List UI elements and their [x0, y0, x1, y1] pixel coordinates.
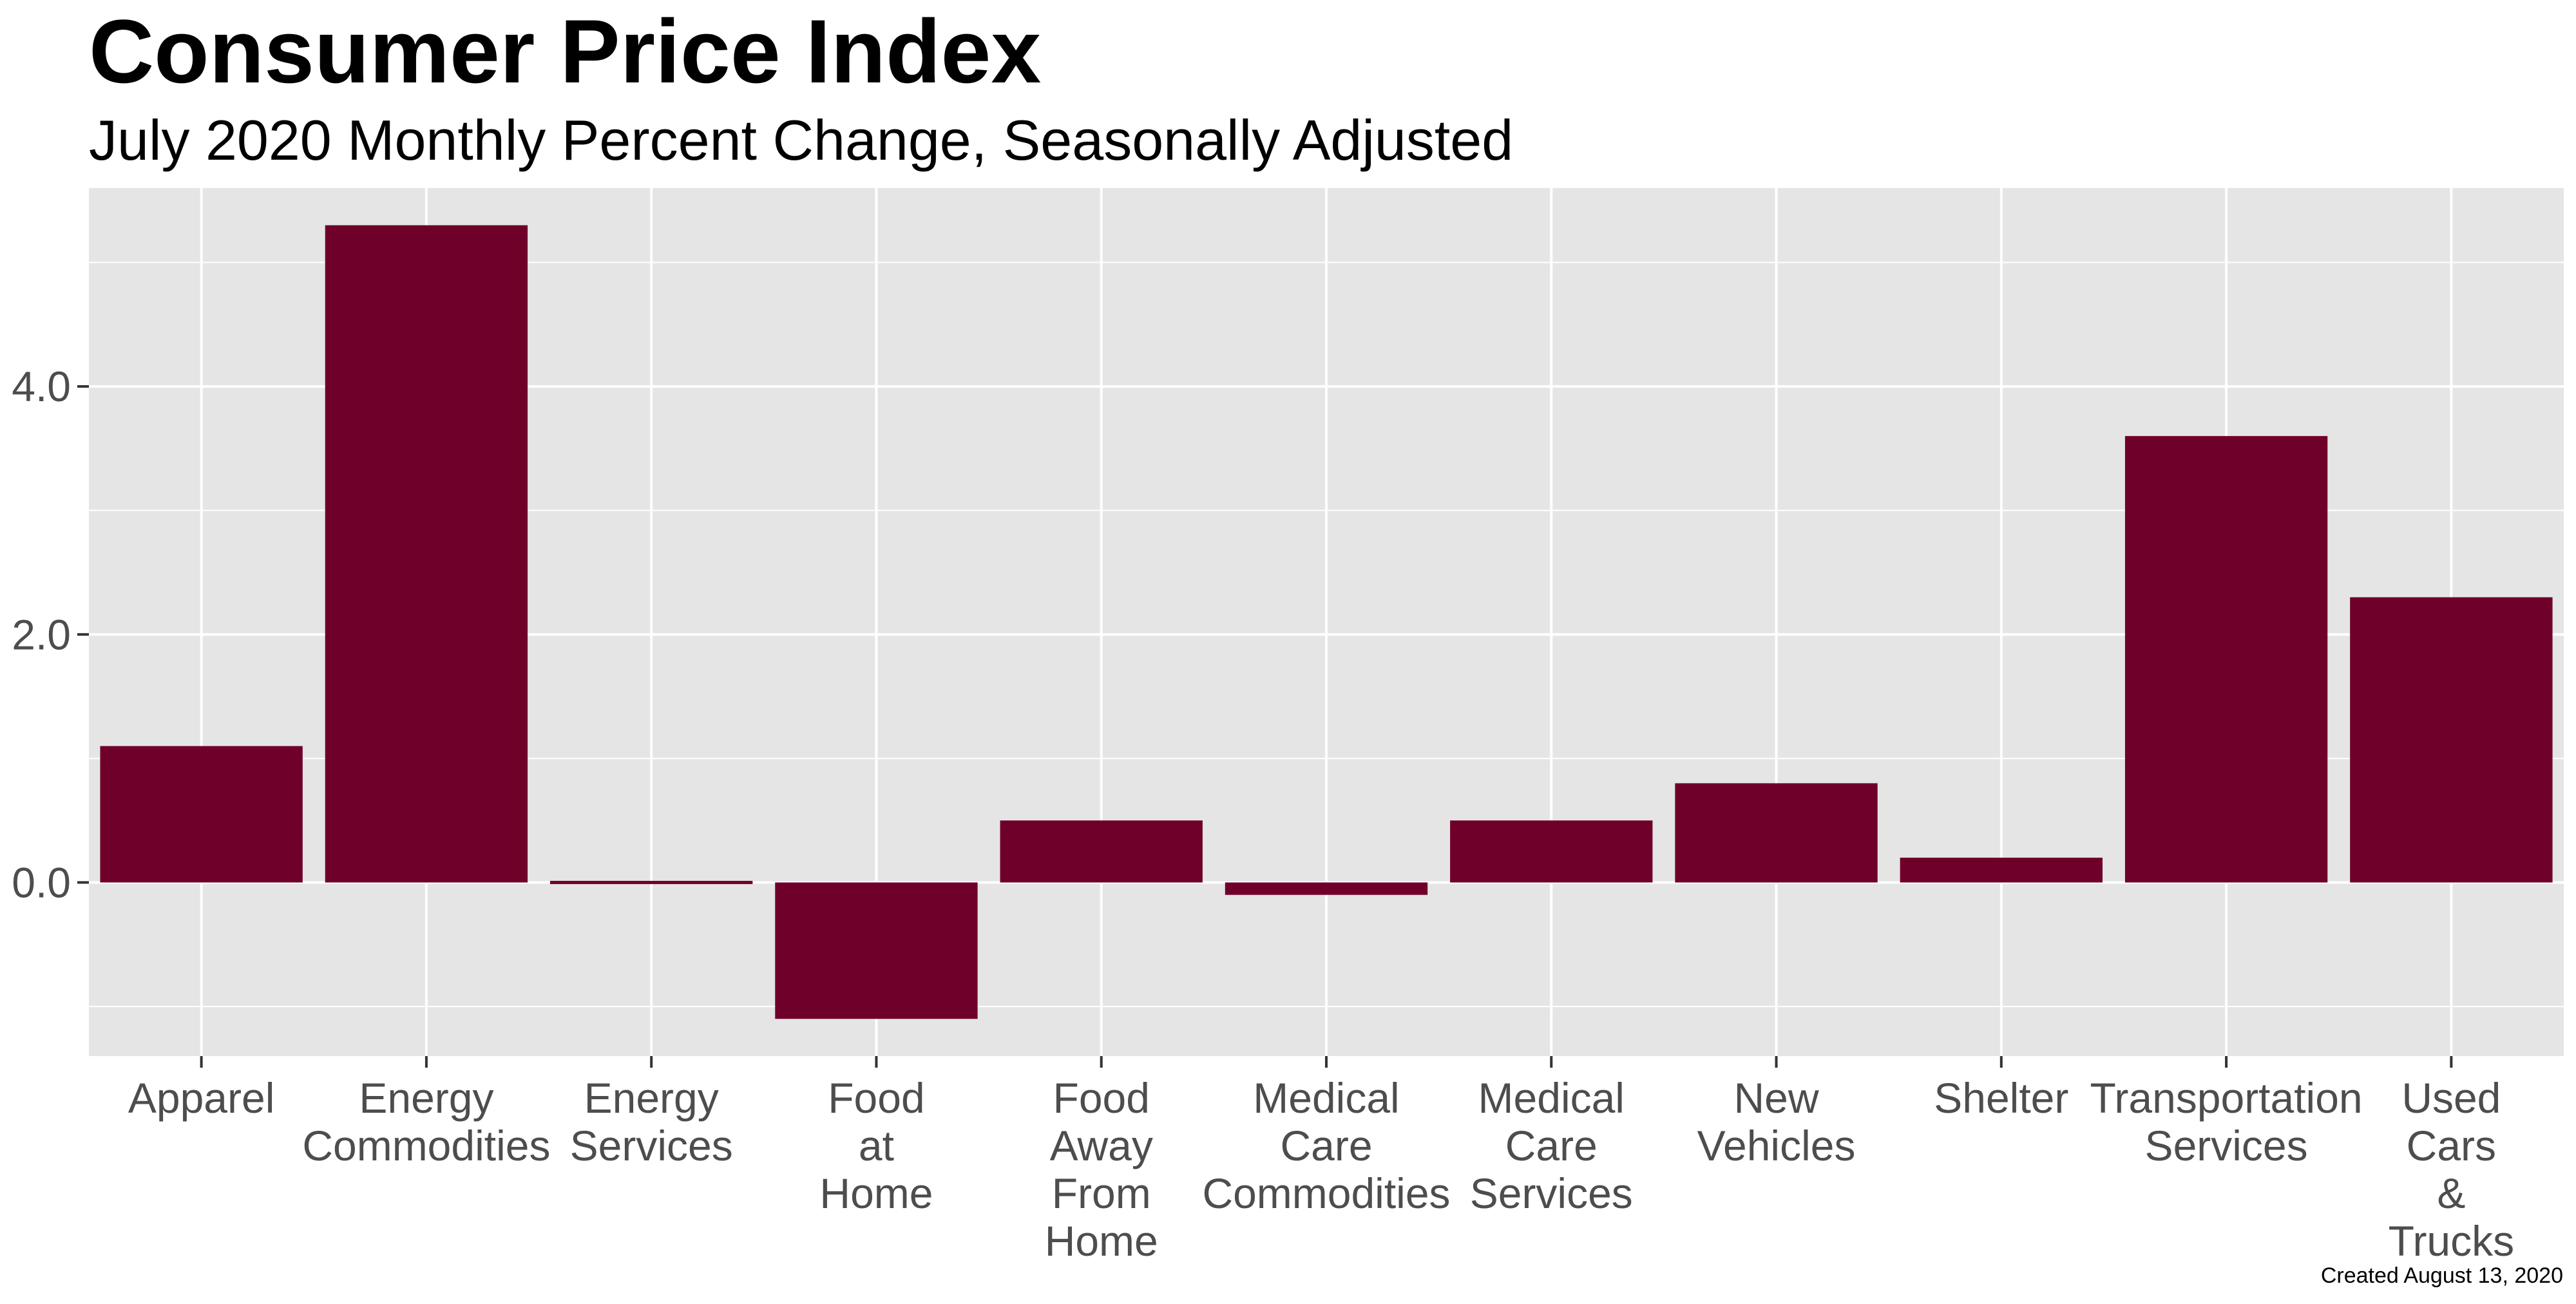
y-tick-label: 2.0 [12, 610, 71, 658]
chart-caption: Created August 13, 2020 [2321, 1263, 2563, 1288]
x-tick-label-line: Cars [2407, 1122, 2496, 1169]
bar [550, 880, 753, 884]
x-tick-label-line: Energy [359, 1074, 493, 1122]
bar [1450, 820, 1653, 883]
x-tick-label-line: Commodities [302, 1122, 550, 1169]
x-tick-label-line: Medical [1253, 1074, 1399, 1122]
x-tick-label-line: Trucks [2389, 1217, 2515, 1265]
x-tick-label-line: Home [1045, 1217, 1158, 1265]
x-tick-label-line: Vehicles [1697, 1122, 1856, 1169]
x-tick-label: Food Away From Home [1045, 1074, 1158, 1265]
x-tick-label-line: Services [570, 1122, 733, 1169]
bar [100, 746, 303, 883]
x-tick-label-line: Medical [1478, 1074, 1625, 1122]
x-tick-label-line: Transportation [2090, 1074, 2363, 1122]
x-tick-label: Energy Commodities [302, 1074, 550, 1169]
x-tick-label-line: at [859, 1122, 894, 1169]
x-tick-label-line: Services [1470, 1169, 1633, 1217]
x-tick-label: Shelter [1934, 1074, 2068, 1122]
x-tick-label-line: From [1052, 1169, 1151, 1217]
x-tick-label: Food at Home [819, 1074, 933, 1217]
x-tick-label-line: Food [828, 1074, 924, 1122]
bar [1900, 857, 2103, 883]
x-tick-label: Apparel [128, 1074, 275, 1122]
y-tick-label: 4.0 [12, 363, 71, 410]
bar [2350, 597, 2553, 883]
y-axis: 0.0 2.0 4.0 [12, 363, 89, 906]
x-tick-label: Energy Services [570, 1074, 733, 1169]
x-tick-label-line: Energy [584, 1074, 719, 1122]
bar [1675, 783, 1878, 883]
x-tick-label: Medical Care Commodities [1202, 1074, 1450, 1217]
y-tick-label: 0.0 [12, 858, 71, 906]
bar [1000, 820, 1203, 883]
x-tick-label-line: New [1734, 1074, 1819, 1122]
x-tick-label: Transportation Services [2090, 1074, 2363, 1169]
bar [775, 882, 978, 1019]
x-tick-label-line: Used [2401, 1074, 2501, 1122]
chart-subtitle: July 2020 Monthly Percent Change, Season… [89, 108, 1513, 172]
x-tick-label-line: Food [1053, 1074, 1150, 1122]
x-tick-label-line: Away [1050, 1122, 1153, 1169]
x-tick-label-line: & [2437, 1169, 2465, 1217]
x-tick-label: Used Cars & Trucks [2389, 1074, 2515, 1265]
x-tick-label-line: Home [819, 1169, 933, 1217]
x-tick-label-line: Care [1505, 1122, 1598, 1169]
bars [100, 225, 2553, 1019]
bar [1225, 882, 1428, 895]
x-tick-label-line: Commodities [1202, 1169, 1450, 1217]
x-tick-label-line: Services [2145, 1122, 2308, 1169]
chart-title: Consumer Price Index [89, 1, 1041, 102]
x-tick-label-line: Care [1280, 1122, 1372, 1169]
bar [325, 225, 528, 883]
x-tick-label: Medical Care Services [1470, 1074, 1633, 1217]
bar [2124, 436, 2328, 883]
x-tick-label-line: Apparel [128, 1074, 275, 1122]
x-tick-label: New Vehicles [1697, 1074, 1856, 1169]
x-tick-label-line: Shelter [1934, 1074, 2068, 1122]
